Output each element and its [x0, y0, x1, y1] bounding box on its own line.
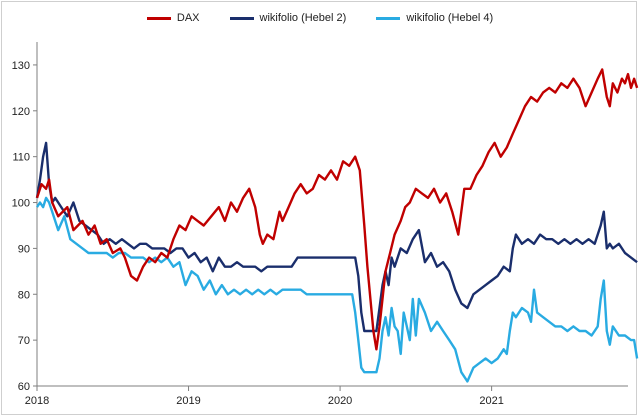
y-tick-label: 130 — [12, 60, 30, 72]
x-tick-label: 2021 — [479, 395, 503, 407]
x-tick-label: 2019 — [176, 395, 200, 407]
y-tick-label: 60 — [18, 381, 30, 393]
x-tick-label: 2020 — [328, 395, 352, 407]
y-tick-label: 70 — [18, 335, 30, 347]
series-line-hebel4 — [37, 198, 637, 382]
series-line-hebel2 — [37, 143, 637, 331]
x-tick-label: 2018 — [25, 395, 49, 407]
y-tick-label: 80 — [18, 289, 30, 301]
y-tick-label: 120 — [12, 106, 30, 118]
y-tick-label: 110 — [12, 152, 30, 164]
y-tick-label: 100 — [12, 198, 30, 210]
y-tick-label: 90 — [18, 243, 30, 255]
series-line-dax — [37, 70, 637, 350]
